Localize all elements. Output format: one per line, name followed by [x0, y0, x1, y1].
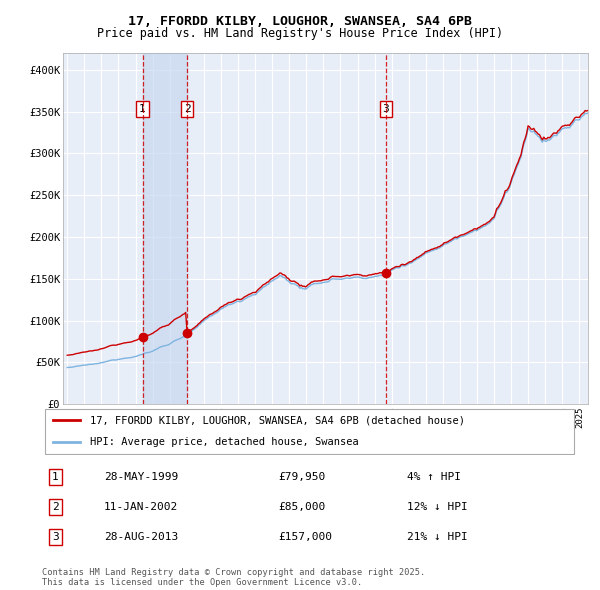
Text: 2: 2 — [52, 502, 59, 512]
Text: 17, FFORDD KILBY, LOUGHOR, SWANSEA, SA4 6PB: 17, FFORDD KILBY, LOUGHOR, SWANSEA, SA4 … — [128, 15, 472, 28]
Text: 21% ↓ HPI: 21% ↓ HPI — [407, 532, 468, 542]
Text: £85,000: £85,000 — [278, 502, 326, 512]
Text: 1: 1 — [139, 104, 146, 114]
Text: 1: 1 — [52, 472, 59, 482]
Text: Price paid vs. HM Land Registry's House Price Index (HPI): Price paid vs. HM Land Registry's House … — [97, 27, 503, 40]
Text: £157,000: £157,000 — [278, 532, 332, 542]
Bar — [143, 53, 187, 404]
Text: 4% ↑ HPI: 4% ↑ HPI — [407, 472, 461, 482]
FancyBboxPatch shape — [44, 409, 574, 454]
Text: 2: 2 — [184, 104, 191, 114]
Text: HPI: Average price, detached house, Swansea: HPI: Average price, detached house, Swan… — [91, 437, 359, 447]
Text: 11-JAN-2002: 11-JAN-2002 — [104, 502, 178, 512]
Text: £79,950: £79,950 — [278, 472, 326, 482]
Text: 28-AUG-2013: 28-AUG-2013 — [104, 532, 178, 542]
Text: 28-MAY-1999: 28-MAY-1999 — [104, 472, 178, 482]
Text: Contains HM Land Registry data © Crown copyright and database right 2025.
This d: Contains HM Land Registry data © Crown c… — [42, 568, 425, 587]
Text: 12% ↓ HPI: 12% ↓ HPI — [407, 502, 468, 512]
Text: 3: 3 — [52, 532, 59, 542]
Text: 17, FFORDD KILBY, LOUGHOR, SWANSEA, SA4 6PB (detached house): 17, FFORDD KILBY, LOUGHOR, SWANSEA, SA4 … — [91, 415, 466, 425]
Text: 3: 3 — [382, 104, 389, 114]
